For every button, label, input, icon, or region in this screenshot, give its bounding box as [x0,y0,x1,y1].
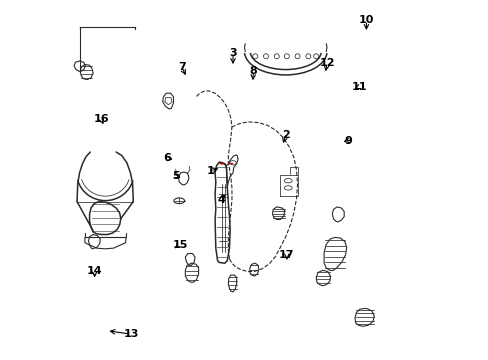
Text: 13: 13 [123,329,139,339]
Text: 7: 7 [178,62,185,72]
Text: 5: 5 [172,171,180,181]
Text: 2: 2 [281,130,289,140]
Text: 16: 16 [93,114,109,124]
Text: 9: 9 [344,136,352,145]
Text: 6: 6 [163,153,171,163]
Text: 15: 15 [172,239,187,249]
Text: 8: 8 [249,66,257,76]
Text: 10: 10 [358,15,373,26]
Text: 3: 3 [229,48,236,58]
Text: 1: 1 [206,166,214,176]
Text: 11: 11 [351,82,366,92]
Text: 12: 12 [319,58,334,68]
Text: 14: 14 [86,266,102,276]
Text: 4: 4 [217,195,224,205]
Text: 17: 17 [279,250,294,260]
